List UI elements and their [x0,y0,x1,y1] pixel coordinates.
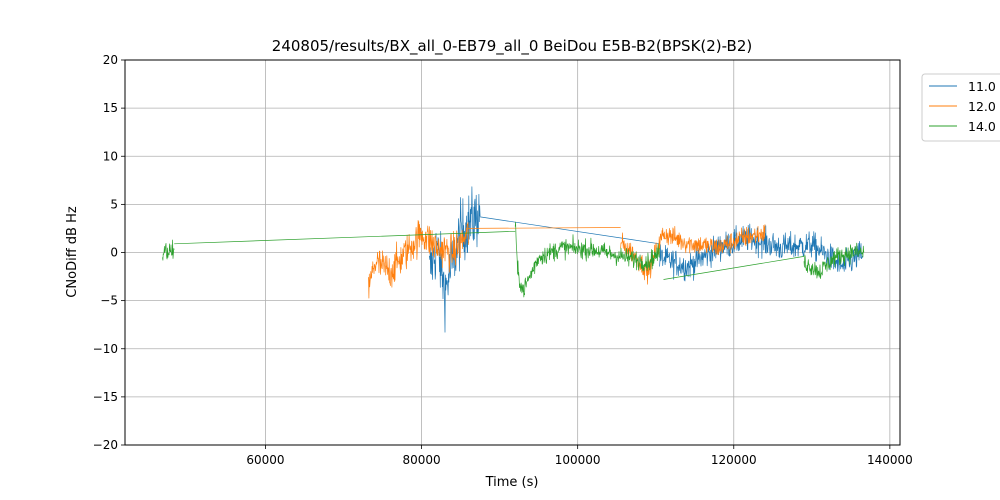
series-12.0 [368,220,766,299]
y-tick-label: −15 [93,390,118,404]
y-tick-label: 10 [103,149,118,163]
legend-label: 11.0 [968,79,996,94]
x-tick-label: 120000 [711,453,757,467]
series-line [368,220,469,299]
series-line [514,221,660,298]
x-tick-label: 140000 [867,453,913,467]
x-tick-label: 80000 [402,453,440,467]
y-axis: −20 −15 −10 −5 0 5 10 15 20 [93,53,125,452]
legend: 11.0 12.0 14.0 [921,73,1000,142]
legend-label: 12.0 [968,99,996,114]
series-line [659,223,863,282]
series-line [803,242,865,279]
series-line [162,239,175,261]
y-tick-label: −10 [93,342,118,356]
x-tick-label: 100000 [555,453,601,467]
series-line [620,224,766,285]
x-tick-label: 60000 [246,453,284,467]
series-line [468,227,621,229]
series-line [174,230,516,245]
chart-title: 240805/results/BX_all_0-EB79_all_0 BeiDo… [272,37,752,56]
series-line [663,256,805,280]
series-line [480,216,660,245]
y-tick-label: 20 [103,53,118,67]
y-tick-label: 5 [110,197,118,211]
y-axis-label: CNoDiff dB Hz [65,206,80,298]
y-tick-label: −5 [100,294,118,308]
series-11.0 [429,186,863,333]
y-tick-label: −20 [93,438,118,452]
x-axis: 60000 80000 100000 120000 140000 [246,445,913,467]
y-tick-label: 15 [103,101,118,115]
series-14.0 [162,221,865,298]
legend-box [921,73,1000,142]
y-tick-label: 0 [110,246,118,260]
x-axis-label: Time (s) [485,475,539,490]
legend-label: 14.0 [968,119,996,134]
series-line [429,186,481,333]
series-layer [162,186,865,333]
